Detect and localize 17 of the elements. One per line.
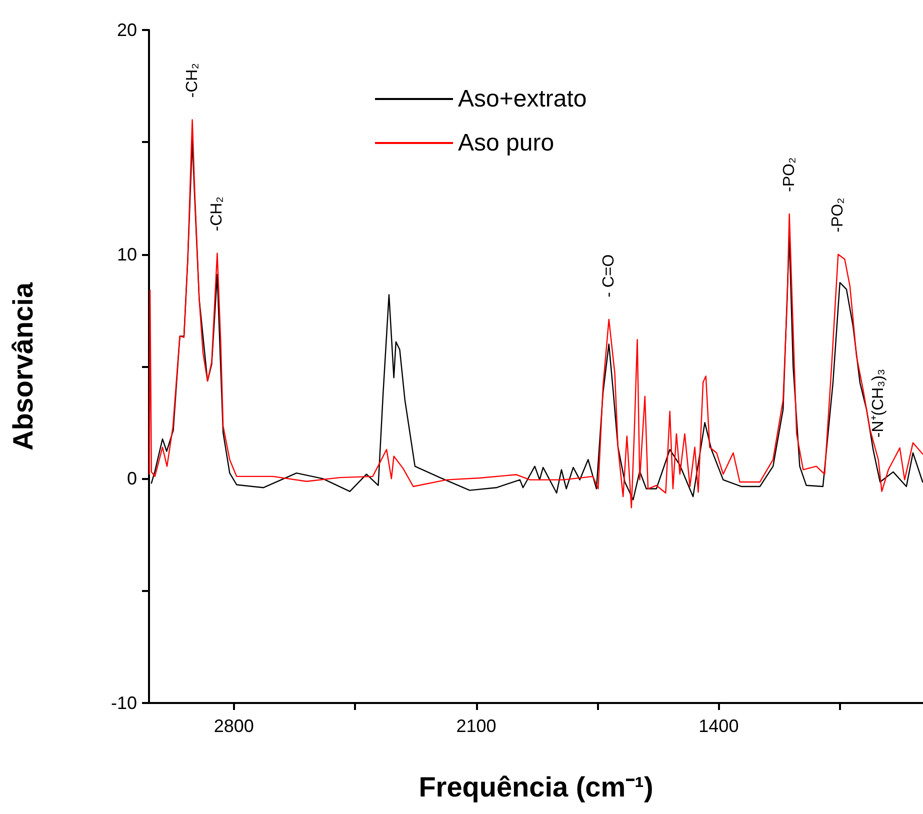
annotation: -PO₂ [780, 157, 798, 192]
x-tick-label: 1400 [698, 716, 739, 736]
annotation: -CH₂ [208, 196, 226, 232]
x-axis-title: Frequência (cm⁻¹) [418, 772, 654, 802]
annotation: -PO₂ [830, 198, 847, 232]
legend-label: Aso puro [458, 130, 554, 156]
x-tick-label: 2800 [214, 716, 254, 736]
y-tick-label: -10 [110, 693, 137, 713]
annotation: -CH₂ [184, 63, 201, 98]
y-tick-label: 20 [116, 20, 137, 40]
legend-label: Aso+extrato [458, 86, 587, 112]
y-tick-label: 0 [126, 468, 137, 489]
y-axis-title: Absorvância [8, 282, 38, 451]
y-tick-label: 10 [116, 244, 137, 264]
x-tick-label: 2100 [456, 716, 496, 736]
annotation: - C=O [600, 254, 618, 298]
annotation: -N⁺(CH₃)₃ [870, 368, 887, 438]
